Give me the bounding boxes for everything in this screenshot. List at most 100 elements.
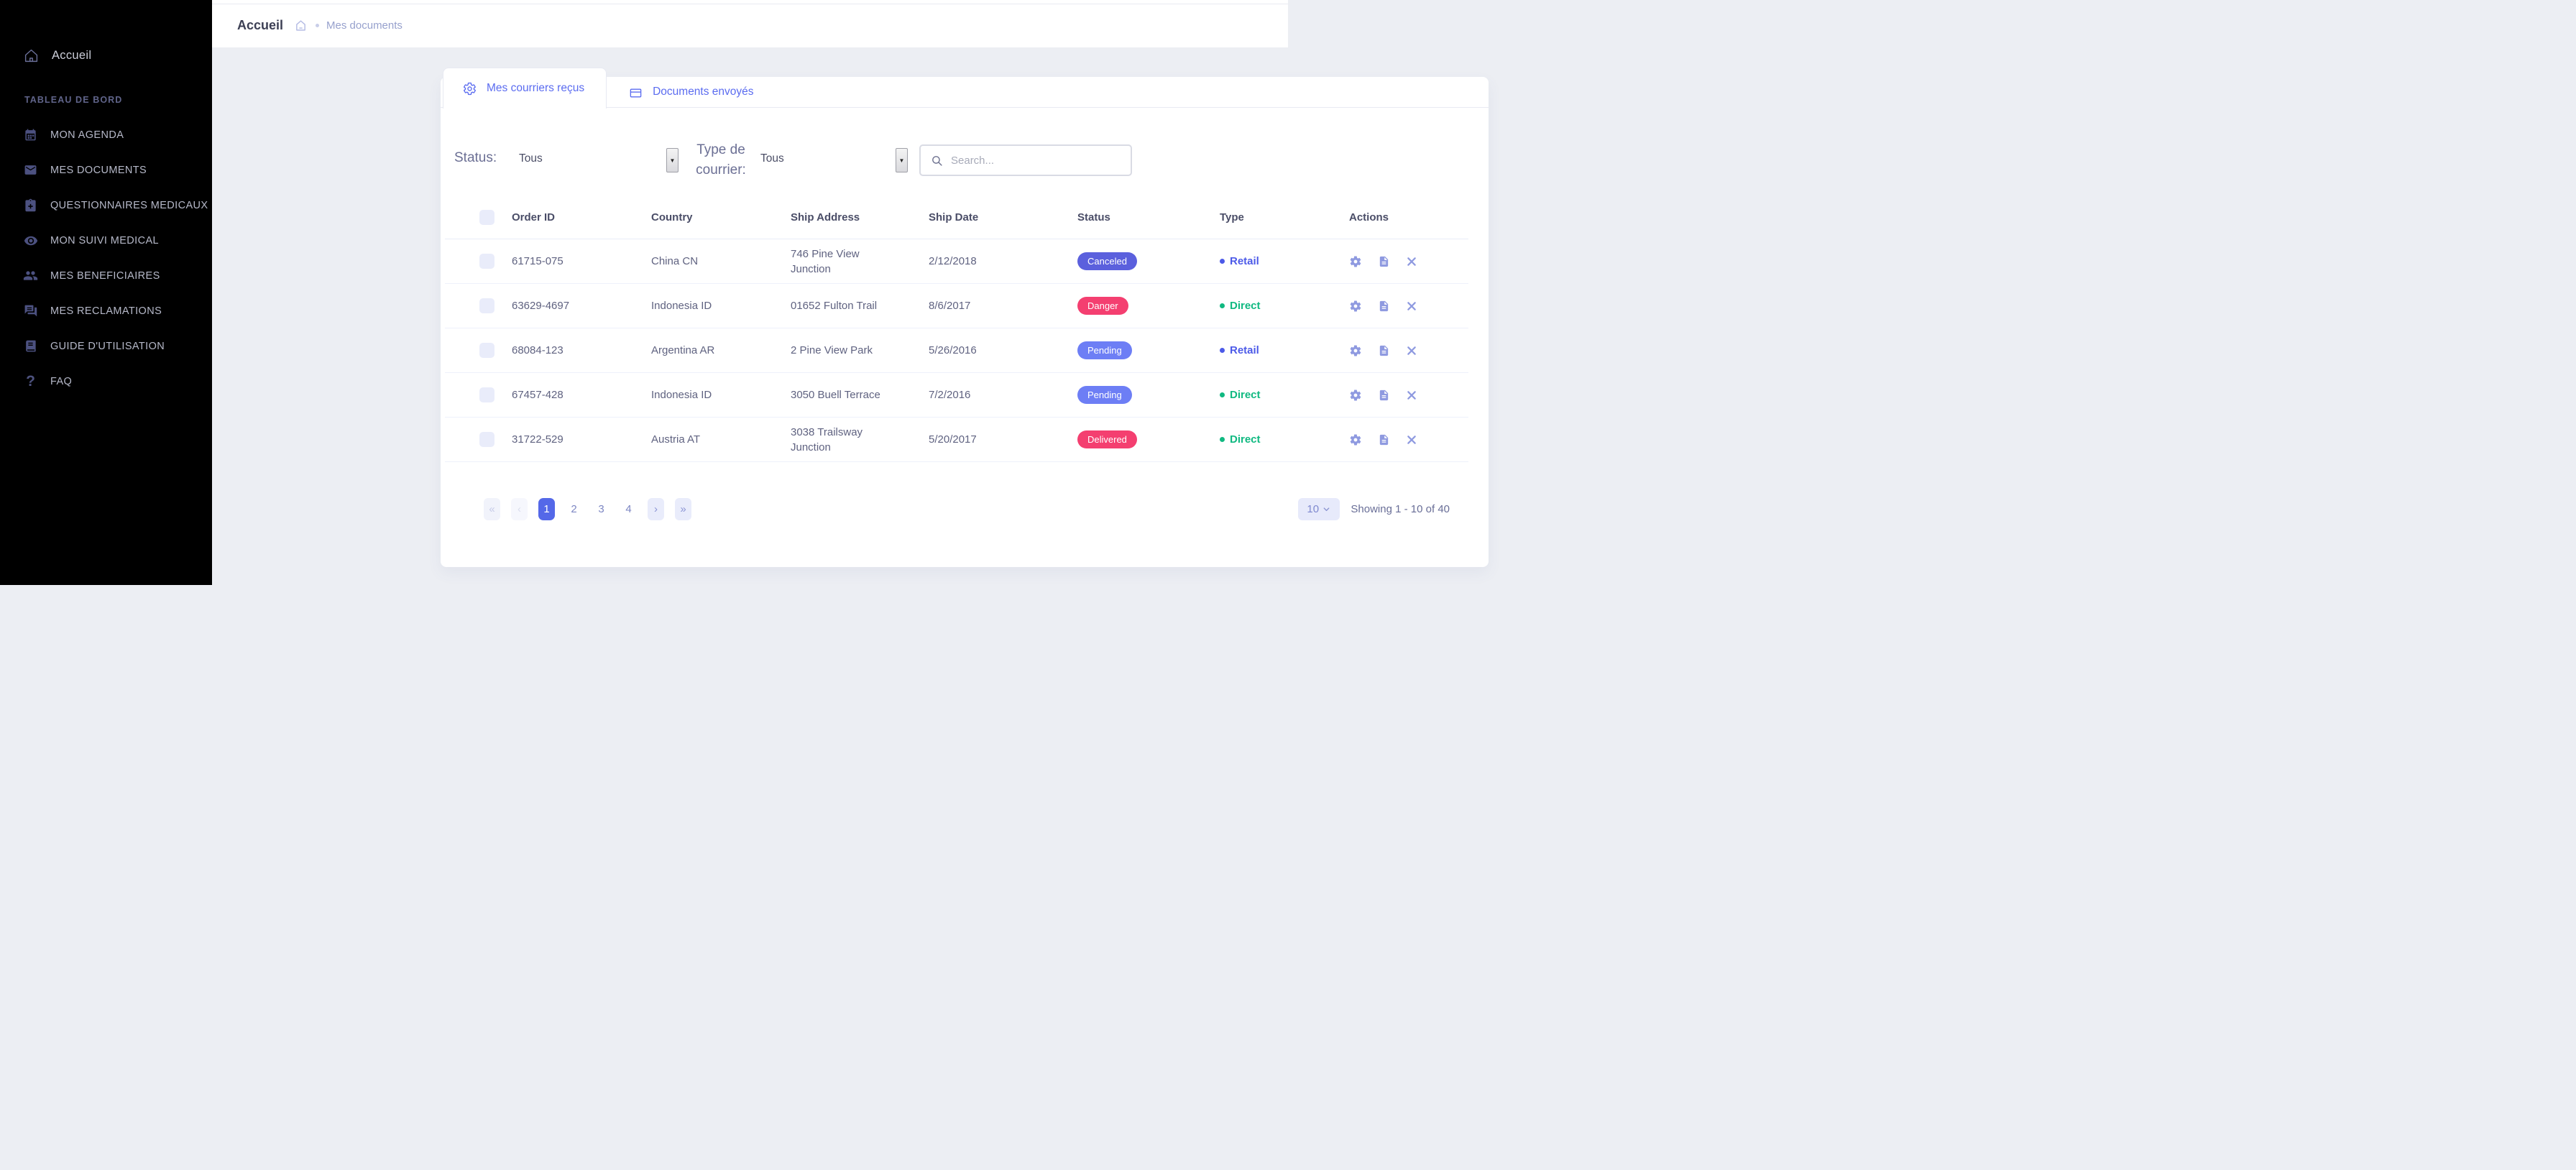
table-row: 61715-075 China CN 746 Pine View Junctio… <box>445 239 1468 284</box>
pagination: « ‹ 1 2 3 4 › » 10 Showing 1 - 10 of 40 <box>441 498 1489 520</box>
cell-actions <box>1349 300 1468 313</box>
row-checkbox[interactable] <box>479 298 494 313</box>
pagination-prev-button[interactable]: ‹ <box>511 498 528 520</box>
delete-x-action-icon[interactable] <box>1405 255 1418 268</box>
gear-icon <box>462 81 477 96</box>
sidebar-item-label: MES RECLAMATIONS <box>50 305 162 317</box>
settings-action-icon[interactable] <box>1349 344 1362 357</box>
top-divider <box>212 0 1288 4</box>
pagination-page-1[interactable]: 1 <box>538 498 555 520</box>
type-dot <box>1220 259 1225 264</box>
col-header-status: Status <box>1077 211 1110 224</box>
breadcrumb-current-page[interactable]: Mes documents <box>326 19 402 32</box>
type-label: Retail <box>1230 255 1259 267</box>
sidebar-item-questionnaires-medicaux[interactable]: QUESTIONNAIRES MEDICAUX <box>0 188 212 223</box>
cell-country: China CN <box>651 255 699 267</box>
pagination-right: 10 Showing 1 - 10 of 40 <box>1298 498 1450 520</box>
cell-actions <box>1349 344 1468 357</box>
cell-country: Argentina AR <box>651 344 715 356</box>
sidebar-item-accueil[interactable]: Accueil <box>0 42 212 69</box>
row-checkbox[interactable] <box>479 387 494 402</box>
status-badge: Canceled <box>1077 252 1137 270</box>
sidebar-item-mes-beneficiaires[interactable]: MES BENEFICIAIRES <box>0 258 212 293</box>
document-action-icon[interactable] <box>1377 344 1390 357</box>
settings-action-icon[interactable] <box>1349 300 1362 313</box>
page-title: Accueil <box>237 18 284 32</box>
cell-order-id: 68084-123 <box>512 344 564 356</box>
delete-x-action-icon[interactable] <box>1405 344 1418 357</box>
type-label: Direct <box>1230 389 1261 401</box>
sidebar-item-label: GUIDE D'UTILISATION <box>50 340 165 352</box>
pagination-last-button[interactable]: » <box>675 498 691 520</box>
cell-status: Pending <box>1069 386 1220 404</box>
status-select-arrow[interactable]: ▼ <box>666 148 678 172</box>
row-checkbox[interactable] <box>479 343 494 358</box>
tab-mes-courriers-recus[interactable]: Mes courriers reçus <box>443 68 607 109</box>
document-action-icon[interactable] <box>1377 389 1390 402</box>
table-row: 31722-529 Austria AT 3038 Trailsway Junc… <box>445 418 1468 462</box>
row-checkbox[interactable] <box>479 254 494 269</box>
sidebar-item-mon-suivi-medical[interactable]: MON SUIVI MEDICAL <box>0 223 212 258</box>
results-summary: Showing 1 - 10 of 40 <box>1351 503 1450 515</box>
search-input[interactable] <box>951 154 1131 167</box>
settings-action-icon[interactable] <box>1349 433 1362 446</box>
tab-label: Documents envoyés <box>653 86 754 98</box>
home-icon <box>24 48 39 63</box>
pagination-page-2[interactable]: 2 <box>571 503 577 515</box>
cell-ship-date: 7/2/2016 <box>929 389 971 401</box>
document-action-icon[interactable] <box>1377 433 1390 446</box>
status-badge: Danger <box>1077 297 1128 315</box>
sidebar-item-faq[interactable]: ? FAQ <box>0 364 212 399</box>
sidebar-item-guide-utilisation[interactable]: GUIDE D'UTILISATION <box>0 328 212 364</box>
users-icon <box>23 268 38 283</box>
col-header-country: Country <box>651 211 693 224</box>
sidebar-item-mon-agenda[interactable]: MON AGENDA <box>0 117 212 152</box>
main-area: Accueil Mes documents <box>212 0 1489 585</box>
cell-ship-date: 5/26/2016 <box>929 344 977 356</box>
select-all-checkbox[interactable] <box>479 210 494 225</box>
status-select-value[interactable]: Tous <box>519 152 543 165</box>
sidebar-item-mes-reclamations[interactable]: MES RECLAMATIONS <box>0 293 212 328</box>
sidebar-item-label: MES DOCUMENTS <box>50 164 147 176</box>
breadcrumb-home-icon[interactable] <box>293 18 308 33</box>
page-size-value: 10 <box>1307 503 1320 515</box>
col-header-order-id: Order ID <box>512 211 556 224</box>
cell-order-id: 67457-428 <box>512 389 564 401</box>
pagination-page-3[interactable]: 3 <box>598 503 604 515</box>
pagination-next-button[interactable]: › <box>648 498 664 520</box>
table-row: 68084-123 Argentina AR 2 Pine View Park … <box>445 328 1468 373</box>
sidebar-item-label: FAQ <box>50 375 73 387</box>
sidebar-menu: MON AGENDA MES DOCUMENTS QUESTIONNAIRES … <box>0 117 212 399</box>
document-action-icon[interactable] <box>1377 255 1390 268</box>
status-filter-label: Status: <box>454 150 497 165</box>
search-icon <box>929 153 944 168</box>
tab-documents-envoyes[interactable]: Documents envoyés <box>607 77 775 107</box>
eye-icon <box>23 233 38 248</box>
breadcrumb-separator-dot <box>316 24 320 27</box>
cell-actions <box>1349 433 1468 446</box>
delete-x-action-icon[interactable] <box>1405 300 1418 313</box>
type-select-value[interactable]: Tous <box>760 152 784 165</box>
type-dot <box>1220 392 1225 397</box>
type-select-arrow[interactable]: ▼ <box>896 148 908 172</box>
cell-ship-date: 2/12/2018 <box>929 255 977 267</box>
page-size-select[interactable]: 10 <box>1298 498 1340 520</box>
cell-ship-address: 746 Pine View Junction <box>791 247 860 275</box>
mail-icon <box>23 162 38 178</box>
sidebar-item-mes-documents[interactable]: MES DOCUMENTS <box>0 152 212 188</box>
delete-x-action-icon[interactable] <box>1405 389 1418 402</box>
cell-type: Direct <box>1220 300 1349 312</box>
cell-status: Delivered <box>1069 430 1220 448</box>
pagination-first-button[interactable]: « <box>484 498 500 520</box>
app-root: Accueil TABLEAU DE BORD MON AGENDA MES D… <box>0 0 1489 585</box>
cell-country: Indonesia ID <box>651 300 712 312</box>
cell-type: Direct <box>1220 389 1349 401</box>
delete-x-action-icon[interactable] <box>1405 433 1418 446</box>
type-label: Direct <box>1230 300 1261 312</box>
settings-action-icon[interactable] <box>1349 389 1362 402</box>
document-action-icon[interactable] <box>1377 300 1390 313</box>
cell-status: Canceled <box>1069 252 1220 270</box>
settings-action-icon[interactable] <box>1349 255 1362 268</box>
row-checkbox[interactable] <box>479 432 494 447</box>
pagination-page-4[interactable]: 4 <box>625 503 632 515</box>
